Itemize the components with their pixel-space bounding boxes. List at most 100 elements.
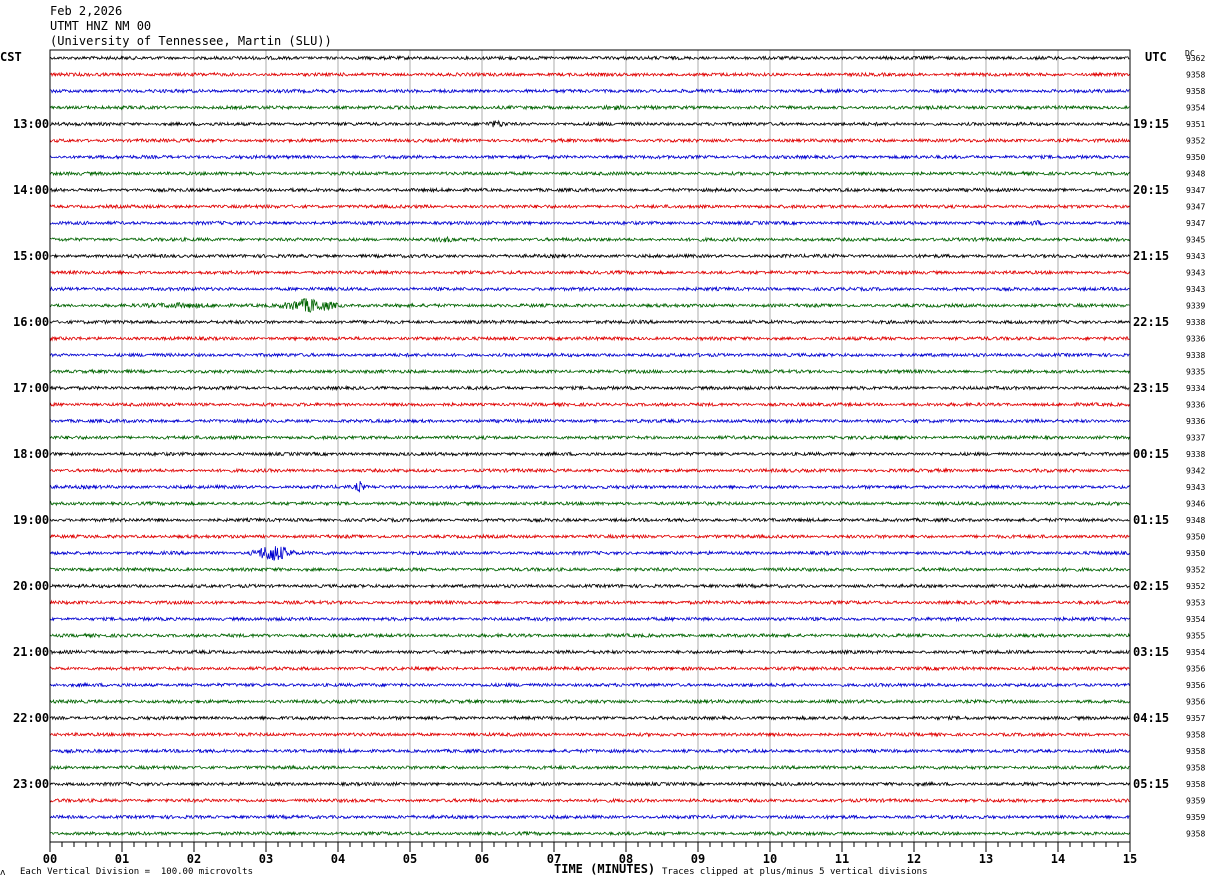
trace-line [49, 546, 1130, 561]
trace-line [49, 235, 1130, 243]
cst-hour-label: 15:00 [13, 249, 49, 263]
trace-line [49, 731, 1130, 738]
trace-line [49, 352, 1130, 359]
trace-line [49, 480, 1130, 493]
trace-line [49, 368, 1130, 375]
dc-value: 9336 [1186, 335, 1205, 344]
x-tick-label: 12 [907, 852, 921, 866]
dc-value: 9335 [1186, 368, 1205, 377]
trace-line [49, 297, 1130, 313]
x-tick-label: 01 [115, 852, 129, 866]
trace-line [49, 813, 1130, 821]
trace-line [49, 582, 1130, 590]
dc-value: 9352 [1186, 566, 1205, 575]
utc-hour-label: 00:15 [1133, 447, 1169, 461]
dc-value: 9358 [1186, 747, 1205, 756]
x-tick-label: 11 [835, 852, 849, 866]
dc-value: 9350 [1186, 533, 1205, 542]
utc-label: UTC [1145, 50, 1167, 64]
dc-value: 9338 [1186, 450, 1205, 459]
dc-value: 9351 [1186, 120, 1205, 129]
trace-line [49, 203, 1130, 210]
dc-value: 9354 [1186, 648, 1205, 657]
trace-line [49, 104, 1130, 111]
utc-hour-label: 03:15 [1133, 645, 1169, 659]
trace-line [49, 500, 1130, 507]
dc-value: 9339 [1186, 302, 1205, 311]
trace-line [49, 780, 1130, 788]
dc-value: 9359 [1186, 797, 1205, 806]
x-tick-label: 00 [43, 852, 57, 866]
utc-hour-label: 23:15 [1133, 381, 1169, 395]
trace-line [49, 170, 1130, 177]
dc-value: 9347 [1186, 219, 1205, 228]
trace-line [49, 54, 1130, 61]
dc-value: 9350 [1186, 549, 1205, 558]
x-tick-label: 09 [691, 852, 705, 866]
utc-hour-label: 02:15 [1133, 579, 1169, 593]
trace-line [49, 632, 1130, 639]
trace-line [49, 665, 1130, 672]
x-tick-label: 10 [763, 852, 777, 866]
dc-value: 9357 [1186, 714, 1205, 723]
trace-line [49, 450, 1130, 458]
trace-line [49, 797, 1130, 804]
dc-value: 9336 [1186, 417, 1205, 426]
trace-group [49, 54, 1130, 837]
trace-line [49, 285, 1130, 293]
dc-value: 9354 [1186, 615, 1205, 624]
dc-value: 9347 [1186, 186, 1205, 195]
scale-note: Each Vertical Division = 100.00 microvol… [20, 867, 253, 877]
x-tick-label: 03 [259, 852, 273, 866]
x-tick-label: 14 [1051, 852, 1065, 866]
trace-line [49, 384, 1130, 392]
trace-line [49, 599, 1130, 606]
x-tick-label: 07 [547, 852, 561, 866]
utc-hour-label: 01:15 [1133, 513, 1169, 527]
x-tick-label: 02 [187, 852, 201, 866]
dc-value: 9348 [1186, 516, 1205, 525]
cst-hour-label: 16:00 [13, 315, 49, 329]
trace-line [49, 269, 1130, 276]
dc-value: 9358 [1186, 830, 1205, 839]
utc-hour-label: 22:15 [1133, 315, 1169, 329]
utc-hour-label: 21:15 [1133, 249, 1169, 263]
trace-line [50, 533, 1130, 540]
utc-hour-label: 05:15 [1133, 777, 1169, 791]
trace-line [49, 681, 1130, 689]
date-label: Feb 2,2026 [50, 4, 123, 18]
footer-mark: ʌ [0, 868, 6, 878]
trace-line [49, 335, 1130, 342]
dc-value: 9356 [1186, 681, 1205, 690]
trace-line [49, 71, 1130, 78]
dc-value: 9358 [1186, 71, 1205, 80]
trace-line [49, 137, 1130, 144]
dc-value: 9353 [1186, 599, 1205, 608]
trace-line [49, 186, 1130, 194]
dc-value: 9352 [1186, 137, 1205, 146]
dc-value: 9355 [1186, 632, 1205, 641]
dc-value: 9354 [1186, 104, 1205, 113]
trace-line [50, 87, 1130, 95]
trace-line [49, 747, 1130, 755]
dc-value: 9338 [1186, 318, 1205, 327]
trace-line [49, 252, 1130, 260]
plot-frame [49, 49, 1131, 843]
trace-line [49, 566, 1130, 573]
cst-hour-label: 19:00 [13, 513, 49, 527]
utc-hour-label: 04:15 [1133, 711, 1169, 725]
dc-value: 9338 [1186, 351, 1205, 360]
dc-value: 9336 [1186, 401, 1205, 410]
dc-value: 9356 [1186, 665, 1205, 674]
dc-value: 9334 [1186, 384, 1205, 393]
cst-hour-label: 13:00 [13, 117, 49, 131]
trace-line [49, 516, 1130, 524]
x-tick-label: 05 [403, 852, 417, 866]
trace-line [49, 698, 1130, 705]
institution-label: (University of Tennessee, Martin (SLU)) [50, 34, 332, 48]
trace-line [49, 467, 1130, 474]
trace-line [49, 219, 1130, 227]
dc-label: DC [1185, 49, 1195, 58]
utc-hour-label: 19:15 [1133, 117, 1169, 131]
